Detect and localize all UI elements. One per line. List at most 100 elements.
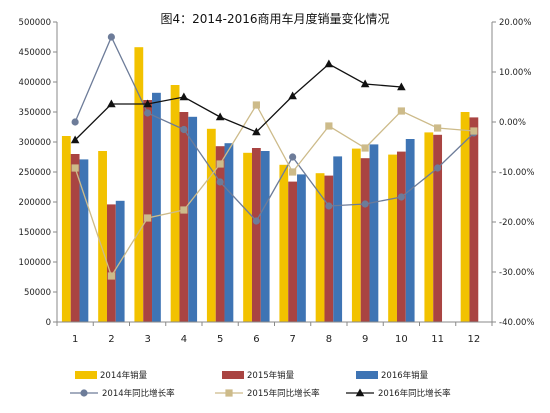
bar-2014-m10: [388, 154, 397, 322]
y-tick-label: 500000: [19, 18, 51, 28]
y-tick-label: 450000: [19, 48, 51, 58]
marker-2014-m7: [289, 153, 297, 161]
legend-swatch-2014: [75, 371, 97, 379]
bars-layer: [61, 47, 479, 323]
bar-2014-m9: [351, 148, 361, 322]
legend-swatch-2016: [356, 371, 378, 379]
legend-label-growth-2014: 2014年同比增长率: [102, 388, 175, 399]
bar-2015-m7: [288, 181, 298, 322]
marker-2015-m11: [434, 124, 442, 132]
bar-2016-m10: [405, 139, 415, 322]
marker-2015-m2: [107, 272, 115, 280]
x-tick-label: 2: [108, 334, 114, 345]
legend-marker-2016: [355, 388, 365, 397]
marker-2016-m5: [215, 112, 225, 121]
bar-2016-m4: [188, 116, 198, 322]
bar-2014-m3: [134, 47, 144, 322]
y2-tick-label: -30.00%: [499, 268, 534, 278]
marker-2016-m7: [288, 91, 297, 100]
bar-2014-m5: [206, 128, 216, 322]
y-tick-label: 400000: [19, 78, 51, 88]
legend-label-2014: 2014年销量: [100, 370, 148, 381]
y2-tick-label: 10.00%: [499, 68, 531, 78]
bar-2016-m3: [152, 92, 161, 322]
bar-2014-m11: [424, 132, 434, 322]
y-tick-label: 300000: [19, 138, 51, 148]
y-tick-label: 0: [46, 318, 51, 328]
bar-2015-m12: [469, 117, 479, 323]
marker-2015-m9: [361, 144, 369, 152]
y-tick-label: 100000: [19, 258, 51, 268]
x-tick-label: 11: [431, 334, 444, 345]
bar-2015-m4: [179, 112, 189, 322]
legend-label-growth-2016: 2016年同比增长率: [378, 388, 451, 399]
marker-2015-m3: [144, 214, 152, 222]
marker-2015-m8: [325, 122, 333, 130]
bar-2015-m8: [324, 175, 334, 322]
x-tick-label: 7: [289, 334, 295, 345]
x-tick-label: 3: [144, 334, 150, 345]
bar-2016-m1: [79, 159, 89, 322]
y-tick-label: 50000: [24, 288, 51, 298]
x-tick-label: 6: [253, 334, 259, 345]
y2-tick-label: 0.00%: [499, 118, 526, 128]
legend-label-growth-2015: 2015年同比增长率: [247, 388, 320, 399]
bar-2015-m11: [433, 134, 443, 322]
legend-marker-2014: [80, 389, 88, 397]
bar-2014-m12: [460, 112, 470, 322]
bar-2014-m6: [243, 152, 252, 322]
legend: 2014年销量 2015年销量 2016年销量 2014年同比增长率 2015年同比增长…: [70, 370, 451, 399]
bar-2014-m8: [315, 173, 325, 322]
marker-2015-m12: [470, 127, 478, 135]
x-tick-label: 5: [217, 334, 223, 345]
legend-marker-2015: [225, 389, 233, 397]
bar-2015-m9: [360, 158, 370, 322]
marker-2015-m4: [180, 206, 188, 214]
line-2014-growth: [74, 35, 475, 223]
bar-2015-m5: [215, 146, 225, 322]
bar-2014-m1: [61, 136, 71, 322]
marker-2016-m2: [107, 99, 116, 108]
bar-2015-m3: [143, 100, 153, 322]
y2-tick-label: -20.00%: [499, 218, 534, 228]
marker-2016-m3: [143, 99, 152, 108]
bar-2015-m2: [106, 204, 116, 322]
x-tick-label: 1: [72, 334, 78, 345]
bar-2016-m6: [260, 151, 270, 322]
marker-2016-m6: [252, 127, 261, 136]
x-tick-label: 9: [362, 334, 368, 345]
bar-2015-m10: [396, 151, 406, 322]
marker-2015-m1: [71, 164, 79, 172]
bar-2016-m7: [297, 174, 306, 322]
marker-2014-m5: [216, 178, 224, 186]
marker-2016-m4: [179, 92, 189, 101]
y-tick-label: 200000: [19, 198, 51, 208]
marker-2014-m10: [397, 193, 405, 201]
y-tick-label: 150000: [19, 228, 51, 238]
bar-2016-m9: [369, 144, 379, 322]
x-tick-label: 10: [395, 334, 408, 345]
bar-2014-m7: [279, 164, 289, 322]
marker-2015-m10: [397, 107, 405, 115]
marker-2016-m8: [324, 59, 334, 68]
x-tick-label: 12: [468, 334, 481, 345]
legend-swatch-2015: [222, 371, 244, 379]
line-2015-growth: [74, 103, 474, 278]
y-tick-label: 350000: [19, 108, 51, 118]
marker-2015-m6: [252, 101, 260, 109]
marker-2014-m4: [180, 125, 188, 134]
lines-layer: [70, 33, 478, 280]
marker-2015-m7: [289, 168, 297, 176]
marker-2016-m1: [70, 135, 80, 144]
axes-layer: 0500001000001500002000002500003000003500…: [19, 18, 535, 345]
marker-2015-m5: [216, 160, 224, 168]
bar-2016-m8: [333, 156, 343, 322]
bar-2014-m2: [98, 151, 107, 322]
marker-2014-m3: [144, 109, 152, 117]
y2-tick-label: -40.00%: [499, 318, 534, 328]
marker-2014-m6: [252, 217, 260, 225]
y2-tick-label: -10.00%: [499, 168, 534, 178]
marker-2014-m2: [107, 33, 115, 41]
